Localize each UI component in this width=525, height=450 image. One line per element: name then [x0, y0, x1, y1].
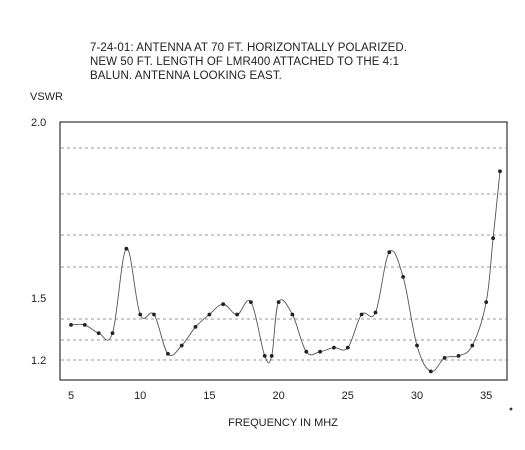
- x-tick-label: 35: [480, 390, 492, 402]
- x-tick-label: 10: [134, 390, 146, 402]
- data-point-33: [498, 169, 502, 174]
- y-tick-label: 1.5: [31, 293, 46, 305]
- data-point-11: [221, 302, 226, 307]
- data-point-9: [193, 325, 198, 329]
- data-point-25: [401, 275, 405, 279]
- x-axis-label: FREQUENCY IN MHZ: [228, 417, 338, 429]
- series-group: [69, 169, 502, 374]
- data-point-15: [269, 354, 274, 358]
- chart-title-line-1: 7-24-01: ANTENNA AT 70 FT. HORIZONTALLY …: [90, 42, 408, 54]
- x-tick-label: 5: [68, 390, 74, 402]
- data-point-16: [276, 300, 281, 304]
- chart-title-line-2: NEW 50 FT. LENGTH OF LMR400 ATTACHED TO …: [90, 56, 400, 68]
- data-point-4: [124, 246, 129, 251]
- data-point-30: [470, 343, 475, 348]
- data-point-5: [138, 312, 143, 317]
- data-point-12: [235, 312, 240, 317]
- data-point-28: [442, 356, 447, 360]
- x-tick-label: 15: [203, 390, 215, 402]
- stray-dot: [509, 407, 513, 411]
- data-point-26: [415, 343, 419, 348]
- data-point-18: [304, 349, 309, 354]
- data-point-23: [373, 310, 378, 315]
- data-point-0: [69, 323, 73, 327]
- data-point-3: [110, 331, 115, 335]
- data-point-6: [152, 312, 156, 317]
- y-axis-label: VSWR: [30, 91, 63, 103]
- data-point-14: [262, 354, 267, 358]
- vswr-series-line: [70, 171, 501, 373]
- data-point-2: [96, 331, 101, 335]
- plot-frame: [59, 121, 508, 381]
- x-tick-label: 20: [272, 390, 284, 402]
- data-point-24: [387, 250, 392, 255]
- x-tick-label: 30: [411, 390, 423, 402]
- grid-lines: [61, 147, 506, 361]
- x-tick-label: 25: [342, 390, 354, 402]
- data-point-29: [456, 354, 461, 358]
- tick-labels: 5 10 15 20 25 30 35 2.0 1.5 1.2: [31, 117, 492, 402]
- data-point-8: [179, 343, 184, 348]
- data-point-13: [249, 300, 253, 304]
- data-point-20: [332, 345, 336, 350]
- data-point-17: [290, 312, 295, 317]
- data-point-7: [166, 351, 170, 356]
- data-point-19: [318, 349, 322, 354]
- data-point-31: [484, 300, 489, 304]
- y-tick-label: 1.2: [31, 355, 46, 367]
- data-point-22: [359, 312, 364, 317]
- data-point-1: [82, 323, 87, 327]
- data-point-21: [345, 345, 350, 350]
- data-point-27: [428, 369, 433, 374]
- chart-title-line-3: BALUN. ANTENNA LOOKING EAST.: [90, 70, 282, 82]
- data-point-10: [207, 312, 212, 317]
- data-point-32: [491, 236, 495, 241]
- y-tick-label: 2.0: [31, 117, 46, 129]
